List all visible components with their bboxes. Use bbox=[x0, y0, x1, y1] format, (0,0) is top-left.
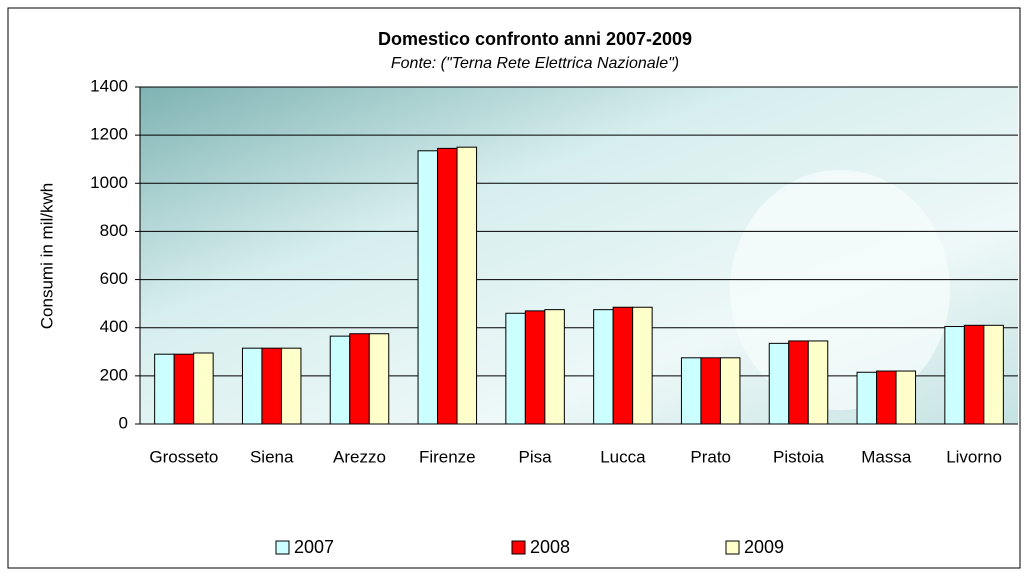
x-tick-label: Pistoia bbox=[773, 447, 825, 466]
bar bbox=[349, 333, 370, 425]
bar bbox=[437, 147, 458, 425]
bar bbox=[280, 347, 302, 425]
x-tick-label: Arezzo bbox=[333, 447, 386, 466]
bar bbox=[944, 326, 965, 425]
bar bbox=[173, 353, 195, 425]
bar bbox=[719, 357, 741, 425]
bar bbox=[788, 340, 809, 425]
chart-subtitle: Fonte: ("Terna Rete Elettrica Nazionale"… bbox=[391, 55, 679, 72]
y-tick-label: 600 bbox=[100, 269, 128, 288]
legend-swatch bbox=[275, 540, 290, 555]
bar bbox=[856, 371, 878, 425]
chart-title: Domestico confronto anni 2007-2009 bbox=[378, 29, 692, 49]
y-tick-label: 800 bbox=[100, 221, 128, 240]
bar bbox=[612, 306, 634, 425]
y-tick-label: 1200 bbox=[90, 125, 128, 144]
bar bbox=[768, 342, 790, 425]
x-tick-label: Lucca bbox=[600, 447, 646, 466]
bar bbox=[544, 309, 565, 425]
y-tick-label: 200 bbox=[100, 365, 128, 384]
legend-label: 2008 bbox=[530, 537, 570, 557]
y-tick-label: 0 bbox=[119, 413, 128, 432]
bar bbox=[895, 370, 917, 425]
bar bbox=[680, 357, 702, 425]
x-tick-label: Pisa bbox=[519, 447, 553, 466]
bar bbox=[368, 333, 390, 425]
bar bbox=[261, 347, 282, 425]
bar bbox=[154, 353, 175, 425]
background-decoration bbox=[730, 170, 950, 410]
bar bbox=[700, 357, 721, 425]
bar bbox=[807, 340, 829, 425]
bar bbox=[876, 370, 897, 425]
x-tick-label: Siena bbox=[250, 447, 294, 466]
bar bbox=[329, 335, 351, 425]
x-tick-label: Massa bbox=[861, 447, 912, 466]
x-tick-label: Prato bbox=[690, 447, 731, 466]
legend-label: 2009 bbox=[744, 537, 784, 557]
x-tick-label: Livorno bbox=[946, 447, 1002, 466]
bar bbox=[983, 324, 1004, 425]
bar bbox=[524, 310, 546, 425]
bar bbox=[593, 309, 614, 425]
bar bbox=[963, 324, 985, 425]
y-tick-label: 400 bbox=[100, 317, 128, 336]
legend-swatch bbox=[511, 540, 526, 555]
bar bbox=[241, 347, 263, 425]
x-tick-label: Grosseto bbox=[149, 447, 218, 466]
legend-label: 2007 bbox=[294, 537, 334, 557]
bar bbox=[505, 312, 526, 425]
y-axis-label: Consumi in mil/kwh bbox=[37, 183, 56, 329]
bar bbox=[193, 352, 214, 425]
y-tick-label: 1000 bbox=[90, 173, 128, 192]
legend-swatch bbox=[725, 540, 740, 555]
bar bbox=[632, 306, 653, 425]
x-tick-label: Firenze bbox=[419, 447, 476, 466]
bar bbox=[456, 146, 478, 425]
y-tick-label: 1400 bbox=[90, 76, 128, 95]
bar bbox=[417, 150, 439, 425]
